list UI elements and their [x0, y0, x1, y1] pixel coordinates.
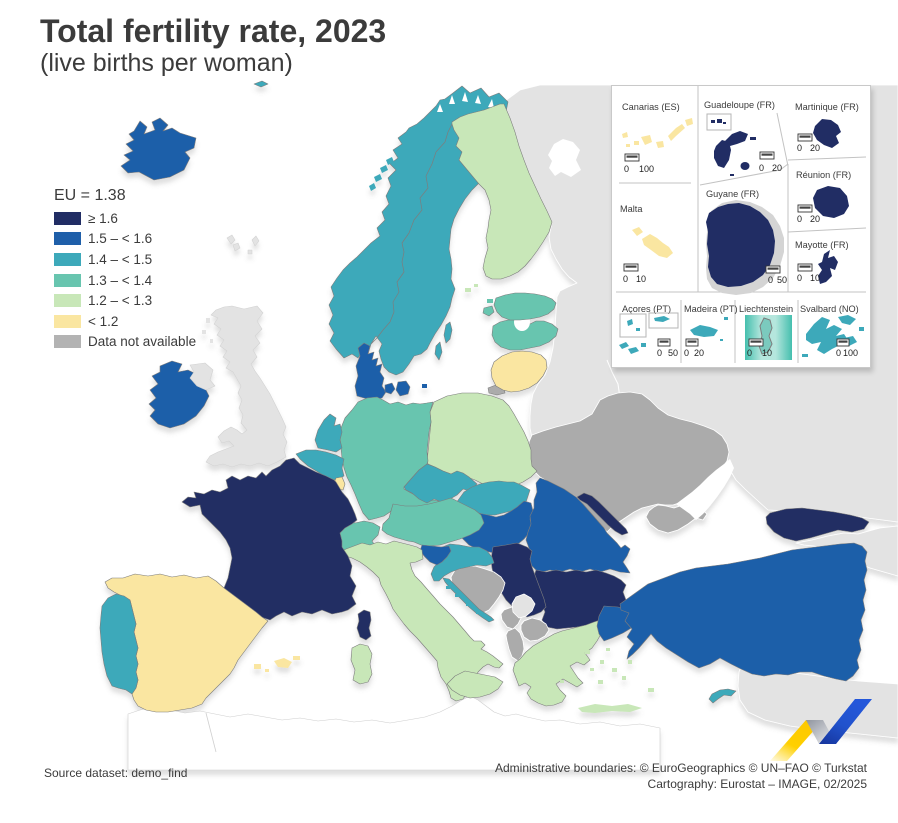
svg-text:Martinique (FR): Martinique (FR) [795, 102, 859, 112]
svg-text:Guadeloupe (FR): Guadeloupe (FR) [704, 100, 775, 110]
svg-text:Canarias (ES): Canarias (ES) [622, 102, 680, 112]
svg-text:0: 0 [747, 348, 752, 358]
svg-text:Malta: Malta [620, 204, 643, 214]
svg-text:10: 10 [762, 348, 772, 358]
svg-text:50: 50 [777, 275, 787, 285]
svg-text:0: 0 [623, 274, 628, 284]
svg-text:Svalbard (NO): Svalbard (NO) [800, 304, 859, 314]
svg-text:0: 0 [684, 348, 689, 358]
svg-text:0: 0 [624, 164, 629, 174]
svg-text:Açores (PT): Açores (PT) [622, 304, 671, 314]
svg-text:10: 10 [810, 273, 820, 283]
svg-text:10: 10 [636, 274, 646, 284]
svg-text:Liechtenstein: Liechtenstein [739, 304, 793, 314]
svg-text:50: 50 [668, 348, 678, 358]
svg-text:Mayotte (FR): Mayotte (FR) [795, 240, 849, 250]
svg-text:0: 0 [797, 143, 802, 153]
svg-text:20: 20 [810, 143, 820, 153]
svg-text:Réunion (FR): Réunion (FR) [796, 170, 851, 180]
svg-text:0: 0 [759, 163, 764, 173]
svg-text:Guyane (FR): Guyane (FR) [706, 189, 759, 199]
svg-text:20: 20 [810, 214, 820, 224]
svg-text:20: 20 [694, 348, 704, 358]
svg-text:100: 100 [843, 348, 858, 358]
svg-text:100: 100 [639, 164, 654, 174]
svg-text:0: 0 [657, 348, 662, 358]
svg-text:0: 0 [768, 275, 773, 285]
svg-text:0: 0 [836, 348, 841, 358]
svg-text:0: 0 [797, 214, 802, 224]
svg-text:Madeira (PT): Madeira (PT) [684, 304, 738, 314]
svg-text:20: 20 [772, 163, 782, 173]
svg-text:0: 0 [797, 273, 802, 283]
